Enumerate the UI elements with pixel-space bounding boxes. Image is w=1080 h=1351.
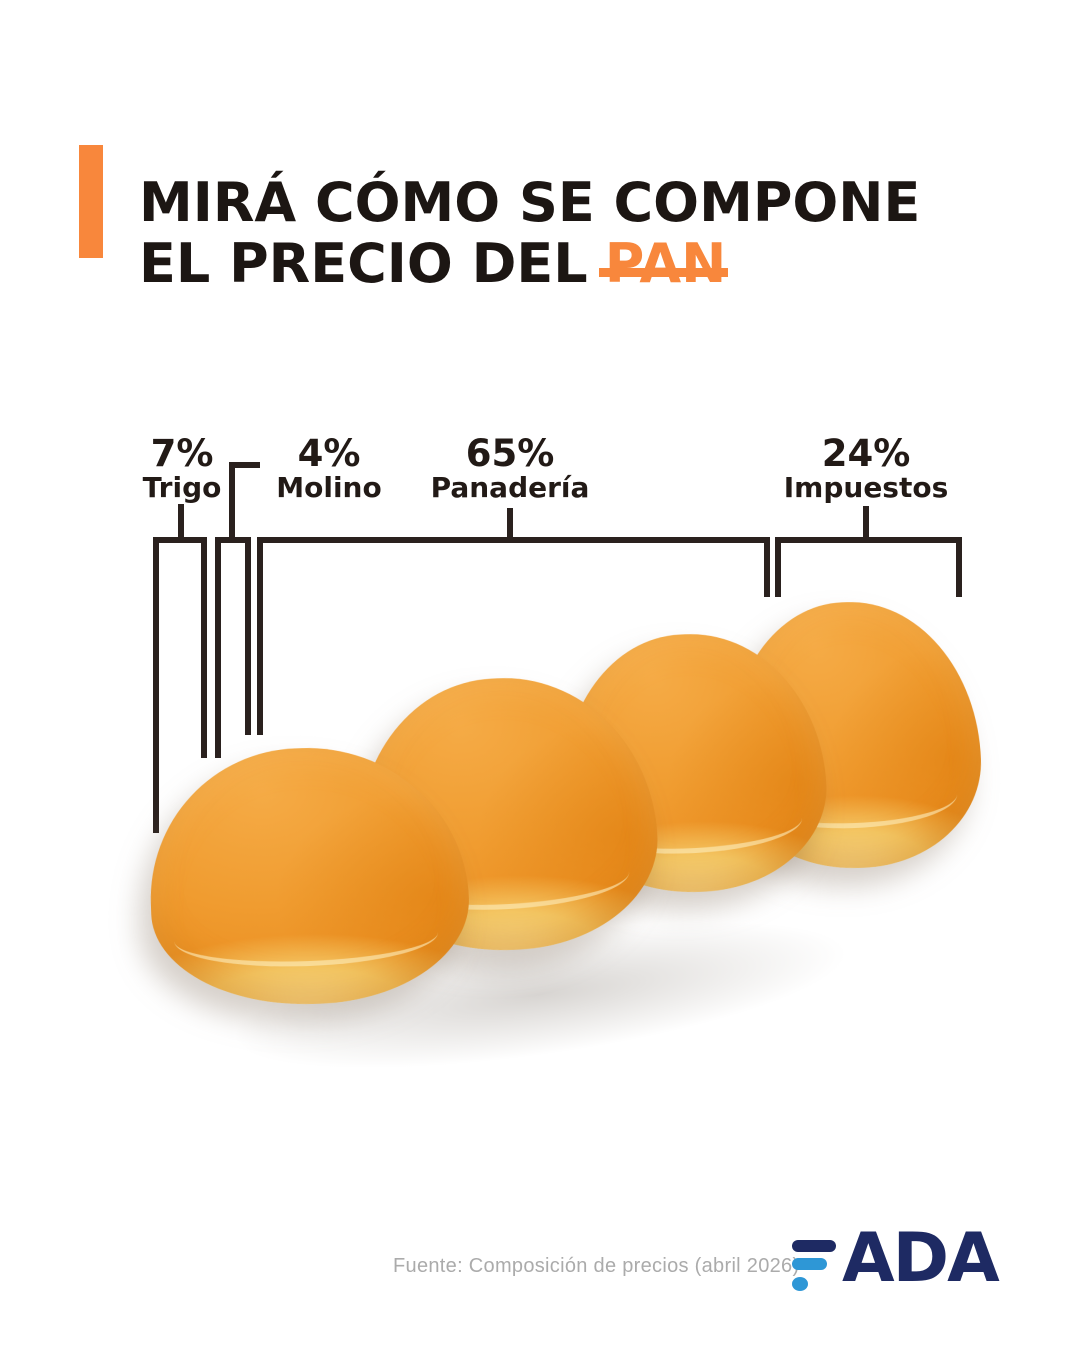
title-line1: MIRÁ CÓMO SE COMPONE — [139, 171, 921, 235]
leader-stem-impuestos — [863, 506, 869, 541]
bracket-trigo-right-line — [201, 537, 207, 758]
fada-f-middle-bar — [792, 1258, 827, 1270]
segment-percent: 65% — [465, 432, 555, 475]
bracket-panaderia-left-line — [257, 537, 263, 735]
segment-label-impuestos: 24% Impuestos — [784, 435, 949, 503]
bracket-impuestos-top — [775, 537, 962, 543]
title-line2-prefix: EL PRECIO DEL — [139, 232, 588, 296]
fada-logo-f-icon — [792, 1234, 840, 1291]
bracket-molino-right-line — [245, 537, 251, 735]
segment-name: Panadería — [430, 471, 590, 504]
leader-elbow-molino-vertical — [229, 462, 235, 542]
bracket-impuestos-left-line — [775, 537, 781, 597]
title-highlight: PAN — [604, 232, 727, 296]
title-highlight-underline — [599, 268, 728, 277]
bracket-trigo-left-line — [153, 537, 159, 833]
fada-logo: ADA — [792, 1225, 1000, 1293]
source-text: Fuente: Composición de precios (abril 20… — [393, 1255, 800, 1277]
segment-label-panaderia: 65% Panadería — [431, 435, 590, 503]
bracket-molino-top — [215, 537, 251, 543]
leader-elbow-molino-horizontal — [229, 462, 260, 468]
leader-stem-panaderia — [507, 508, 513, 541]
segment-label-trigo: 7% Trigo — [143, 435, 222, 503]
segment-percent: 7% — [150, 432, 214, 475]
fada-logo-wordmark: ADA — [842, 1219, 1000, 1298]
segment-name: Molino — [276, 471, 382, 504]
bracket-impuestos-right-line — [956, 537, 962, 597]
page-title: MIRÁ CÓMO SE COMPONE EL PRECIO DEL PAN — [139, 172, 920, 294]
bracket-panaderia-top — [257, 537, 770, 543]
segment-percent: 4% — [297, 432, 361, 475]
segment-percent: 24% — [821, 432, 911, 475]
segment-name: Impuestos — [783, 471, 949, 504]
leader-stem-trigo — [178, 504, 184, 541]
segment-name: Trigo — [142, 471, 222, 504]
bracket-panaderia-right-line — [764, 537, 770, 597]
segment-label-molino: 4% Molino — [276, 435, 381, 503]
bracket-molino-left-line — [215, 537, 221, 758]
title-line2: EL PRECIO DEL PAN — [139, 232, 726, 295]
fada-f-dot — [792, 1277, 808, 1291]
bracket-trigo-top — [153, 537, 207, 543]
fada-f-top-bar — [792, 1240, 836, 1252]
title-accent-bar — [79, 145, 103, 258]
